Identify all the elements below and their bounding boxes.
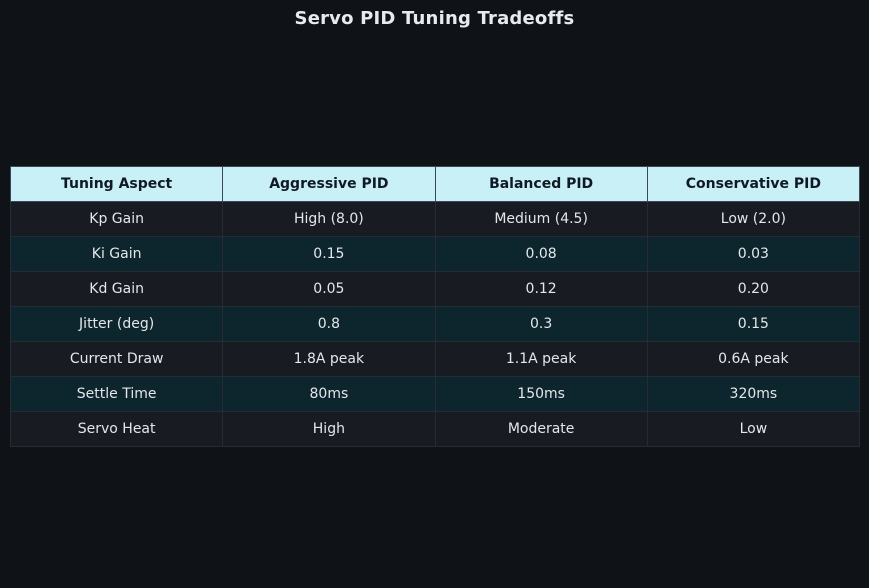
table-cell: 80ms (222, 376, 436, 412)
table-row: Kp Gain High (8.0) Medium (4.5) Low (2.0) (9, 201, 861, 237)
table-row: Kd Gain 0.05 0.12 0.20 (9, 271, 861, 307)
table-cell: Moderate (434, 411, 648, 447)
column-header: Balanced PID (434, 166, 648, 202)
table-row: Current Draw 1.8A peak 1.1A peak 0.6A peak (9, 341, 861, 377)
table-cell: 0.05 (222, 271, 436, 307)
table-cell: 0.08 (434, 236, 648, 272)
row-label-cell: Kp Gain (9, 201, 224, 237)
column-header: Conservative PID (646, 166, 861, 202)
table-cell: 0.15 (646, 306, 861, 342)
table-cell: 0.15 (222, 236, 436, 272)
table-cell: 0.3 (434, 306, 648, 342)
table-body: Kp Gain High (8.0) Medium (4.5) Low (2.0) Ki… (9, 201, 861, 447)
table-cell: 1.8A peak (222, 341, 436, 377)
tuning-table: Tuning Aspect Aggressive PID Balanced PI… (9, 166, 861, 447)
table-row: Servo Heat High Moderate Low (9, 411, 861, 447)
table-cell: High (222, 411, 436, 447)
table-row: Ki Gain 0.15 0.08 0.03 (9, 236, 861, 272)
table-row: Jitter (deg) 0.8 0.3 0.15 (9, 306, 861, 342)
row-label-cell: Settle Time (9, 376, 224, 412)
column-header: Tuning Aspect (9, 166, 224, 202)
table-cell: 0.6A peak (646, 341, 861, 377)
table-cell: 0.8 (222, 306, 436, 342)
table-row: Settle Time 80ms 150ms 320ms (9, 376, 861, 412)
chart-title: Servo PID Tuning Tradeoffs (294, 8, 575, 29)
table-cell: 320ms (646, 376, 861, 412)
table-cell: Medium (4.5) (434, 201, 648, 237)
table-cell: 1.1A peak (434, 341, 648, 377)
table-cell: Low (646, 411, 861, 447)
row-label-cell: Kd Gain (9, 271, 224, 307)
row-label-cell: Jitter (deg) (9, 306, 224, 342)
table-cell: 150ms (434, 376, 648, 412)
row-label-cell: Current Draw (9, 341, 224, 377)
table-cell: 0.12 (434, 271, 648, 307)
table-cell: Low (2.0) (646, 201, 861, 237)
row-label-cell: Ki Gain (9, 236, 224, 272)
table-cell: 0.20 (646, 271, 861, 307)
table-cell: 0.03 (646, 236, 861, 272)
column-header: Aggressive PID (222, 166, 436, 202)
table-header-row: Tuning Aspect Aggressive PID Balanced PI… (9, 166, 861, 202)
row-label-cell: Servo Heat (9, 411, 224, 447)
table-cell: High (8.0) (222, 201, 436, 237)
